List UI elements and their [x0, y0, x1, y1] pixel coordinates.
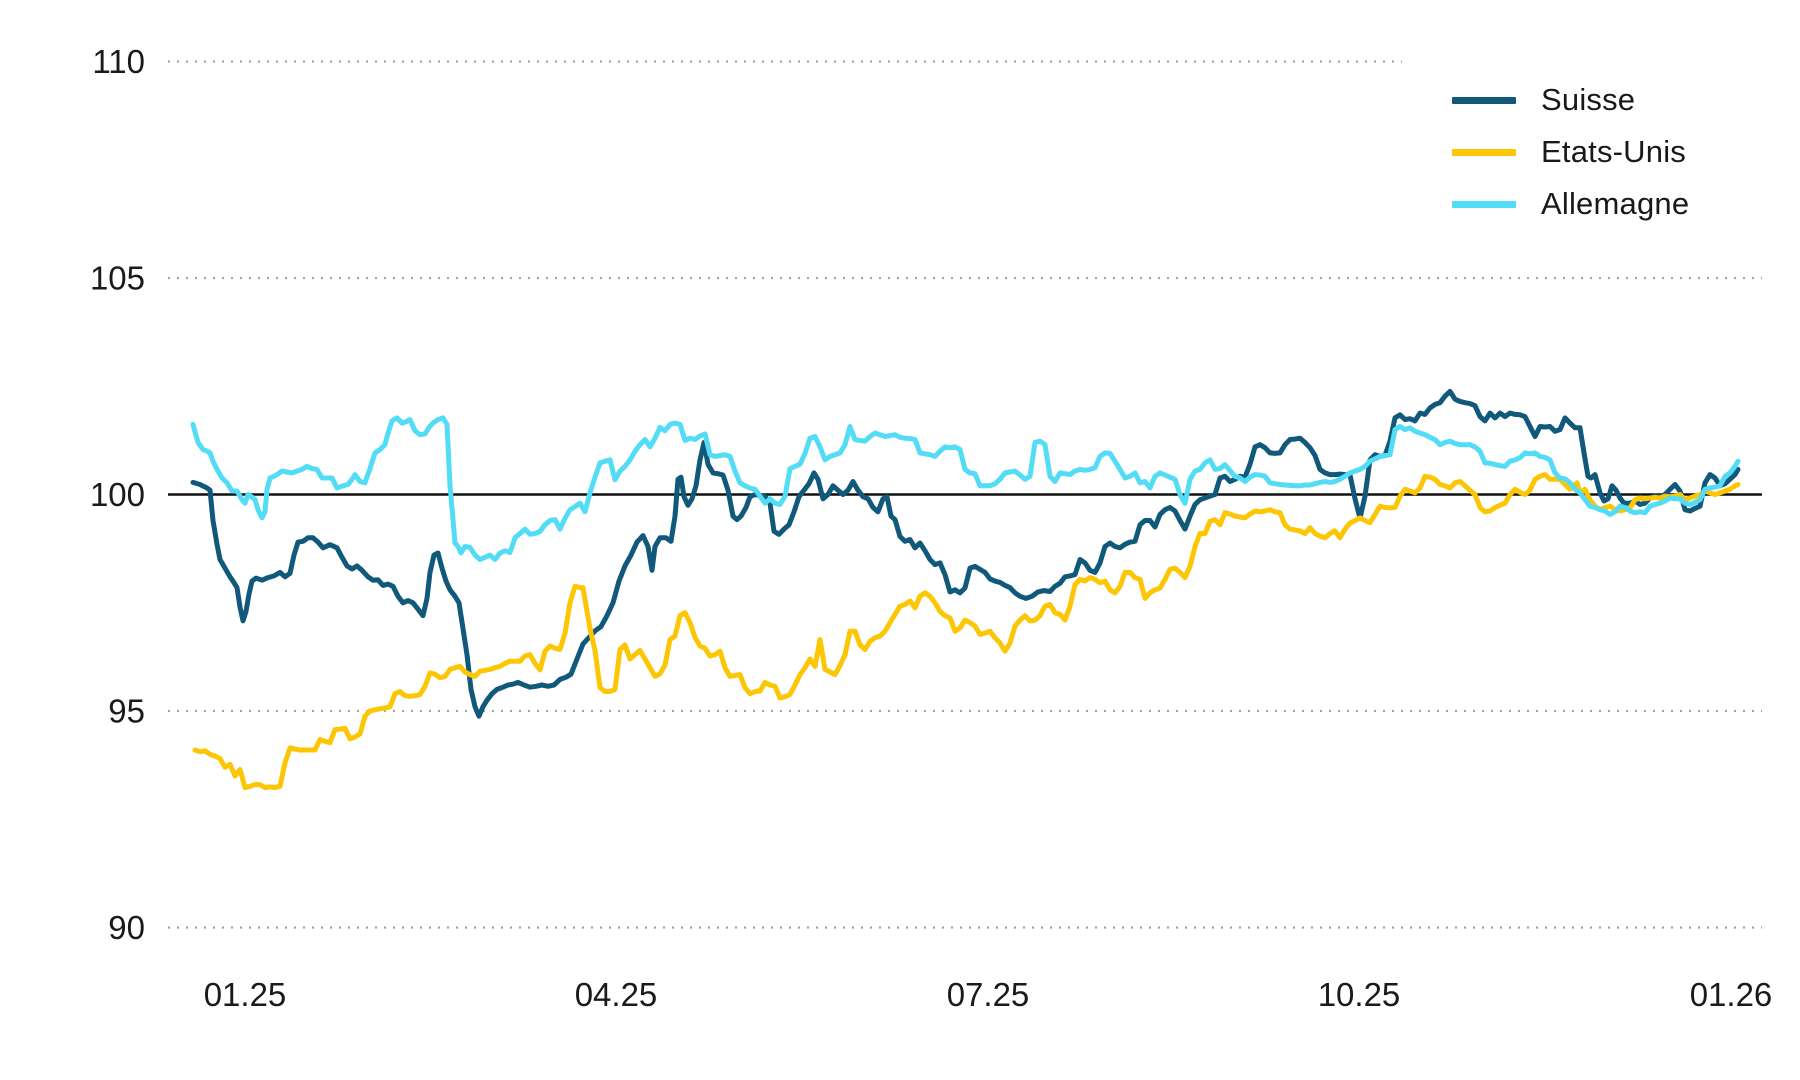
allemagne-line-swatch-icon [1452, 200, 1516, 208]
y-tick-label: 95 [108, 693, 145, 730]
x-tick-label: 07.25 [947, 976, 1030, 1013]
legend-label-suisse: Suisse [1541, 82, 1636, 117]
x-tick-label: 01.25 [204, 976, 287, 1013]
etats-unis-line-swatch-icon [1452, 148, 1516, 156]
series-line-allemagne [190, 415, 1741, 562]
legend-label-allemagne: Allemagne [1541, 186, 1690, 221]
legend-label-etats-unis: Etats-Unis [1541, 134, 1686, 169]
y-tick-label: 110 [92, 43, 145, 80]
x-tick-label: 10.25 [1318, 976, 1401, 1013]
series-line-etats-unis [192, 472, 1741, 791]
legend: Suisse Etats-Unis Allemagne [1402, 40, 1798, 236]
y-tick-label: 100 [90, 476, 145, 513]
y-axis-labels: 110 105 100 95 90 [90, 43, 145, 946]
legend-item-allemagne: Allemagne [1402, 178, 1798, 230]
y-tick-label: 105 [90, 260, 145, 297]
legend-item-etats-unis: Etats-Unis [1402, 126, 1798, 178]
x-tick-label: 04.25 [575, 976, 658, 1013]
y-tick-label: 90 [108, 909, 145, 946]
series-line-suisse [190, 388, 1741, 719]
suisse-line-swatch-icon [1452, 96, 1516, 104]
legend-item-suisse: Suisse [1402, 74, 1798, 126]
x-axis-labels: 01.25 04.25 07.25 10.25 01.26 [204, 976, 1773, 1013]
x-tick-label: 01.26 [1690, 976, 1773, 1013]
series-lines [190, 388, 1741, 791]
